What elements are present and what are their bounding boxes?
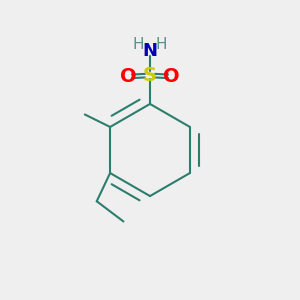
Text: N: N — [142, 42, 158, 60]
Text: O: O — [163, 67, 180, 86]
Text: S: S — [143, 66, 157, 85]
Text: H: H — [155, 37, 167, 52]
Text: H: H — [133, 37, 145, 52]
Text: O: O — [120, 67, 137, 86]
